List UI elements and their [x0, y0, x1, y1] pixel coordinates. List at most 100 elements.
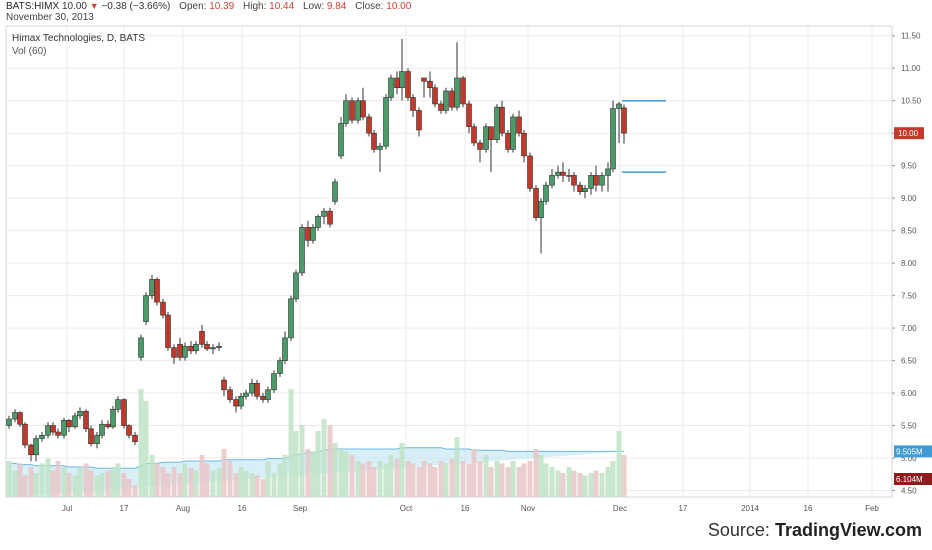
- last-price-badge-label: 10.00: [898, 129, 919, 138]
- volume-bar: [355, 461, 361, 497]
- candle-body: [394, 77, 400, 89]
- volume-bar: [199, 455, 205, 497]
- candle-body: [105, 423, 111, 428]
- volume-bar: [154, 463, 160, 497]
- volume-bar: [605, 467, 611, 497]
- volume-bar: [83, 463, 89, 497]
- volume-bar: [338, 449, 344, 497]
- volume-bar: [327, 425, 333, 497]
- volume-bar: [305, 449, 311, 497]
- volume-bar: [566, 467, 572, 497]
- volume-bar: [310, 451, 316, 497]
- candle-body: [17, 412, 23, 425]
- volume-bar: [543, 463, 549, 497]
- volume-bar: [399, 443, 405, 497]
- close-value: 10.00: [386, 1, 412, 12]
- volume-bar: [371, 467, 377, 497]
- candle-body: [50, 425, 56, 433]
- candle-body: [510, 116, 516, 150]
- candle-body: [305, 227, 311, 241]
- candle-body: [488, 126, 494, 140]
- candle-body: [193, 344, 199, 352]
- candle-body: [221, 379, 227, 391]
- high-label: High:: [243, 1, 267, 12]
- candle-body: [88, 428, 94, 445]
- price-tick-label: 5.50: [901, 422, 917, 431]
- volume-bar: [171, 467, 177, 497]
- price-tick-label: 7.00: [901, 324, 917, 333]
- candlestick-series: [6, 38, 666, 462]
- candle-body: [593, 175, 599, 186]
- volume-bar: [571, 470, 577, 497]
- volume-bar: [160, 467, 166, 497]
- candle-body: [83, 410, 89, 430]
- time-tick-label: 16: [238, 504, 247, 513]
- volume-bar: [61, 467, 67, 497]
- candle-body: [227, 389, 233, 400]
- candle-body: [210, 347, 216, 350]
- source-brand: TradingView.com: [774, 520, 922, 540]
- candle-body: [288, 298, 294, 339]
- candle-body: [260, 396, 266, 400]
- time-tick-label: 16: [461, 504, 470, 513]
- price-tick-label: 9.50: [901, 162, 917, 171]
- volume-bar: [121, 473, 127, 497]
- low-label: Low:: [302, 1, 325, 12]
- time-tick-label: Aug: [176, 504, 190, 513]
- candle-body: [355, 100, 361, 121]
- candle-body: [233, 399, 239, 407]
- candle-body: [66, 420, 72, 428]
- price-tick-label: 11.50: [901, 32, 921, 41]
- candle-body: [599, 175, 605, 186]
- volume-bar: [421, 461, 427, 497]
- volume-bar: [454, 437, 460, 497]
- volume-bar: [22, 475, 28, 497]
- candle-body: [216, 345, 222, 348]
- volume-bar: [288, 389, 294, 497]
- volume-bar: [405, 461, 411, 497]
- volume-bar: [143, 401, 149, 497]
- volume-bar: [449, 458, 455, 497]
- candle-body: [555, 171, 561, 176]
- price-chart[interactable]: 11.50 11.00 10.50 10.00 9.50 9.00 8.50 8.00 7.50…: [0, 0, 932, 520]
- volume-bar: [555, 470, 561, 497]
- candle-body: [549, 175, 555, 186]
- candle-body: [188, 345, 194, 352]
- source-credit: Source: TradingView.com: [708, 520, 922, 541]
- candle-body: [143, 295, 149, 322]
- candle-body: [610, 108, 616, 170]
- close-label: Close:: [355, 1, 384, 12]
- candle-body: [432, 87, 438, 105]
- candle-body: [39, 434, 45, 439]
- time-tick-label: 17: [120, 504, 129, 513]
- candle-body: [171, 347, 177, 358]
- price-tick-label: 11.00: [901, 64, 921, 73]
- candle-body: [405, 71, 411, 98]
- volume-bar: [77, 467, 83, 497]
- candle-body: [427, 80, 433, 89]
- candle-body: [449, 90, 455, 108]
- volume-bar: [165, 473, 171, 497]
- last-price-badge: [894, 127, 924, 140]
- volume-bar: [377, 461, 383, 497]
- volume-bar: [243, 470, 249, 497]
- volume-bar: [149, 455, 155, 497]
- candle-body: [132, 434, 138, 443]
- down-arrow-icon: ▼: [89, 1, 99, 11]
- chart-axes: 11.50 11.00 10.50 10.00 9.50 9.00 8.50 8.00 7.50…: [62, 32, 932, 513]
- price-change: −0.38 (−3.66%): [101, 1, 171, 12]
- volume-bar: [315, 431, 321, 497]
- volume-bar: [177, 473, 183, 497]
- candle-body: [410, 97, 416, 111]
- candle-body: [577, 184, 583, 192]
- volume-bar: [33, 473, 39, 497]
- volume-bar: [66, 473, 72, 497]
- volume-bar: [427, 463, 433, 497]
- volume-bar: [499, 463, 505, 497]
- candle-body: [126, 425, 132, 436]
- candle-body: [177, 344, 183, 358]
- volume-bar: [488, 467, 494, 497]
- price-tick-label: 6.50: [901, 357, 917, 366]
- volume-bar: [582, 475, 588, 497]
- candle-body: [28, 444, 34, 456]
